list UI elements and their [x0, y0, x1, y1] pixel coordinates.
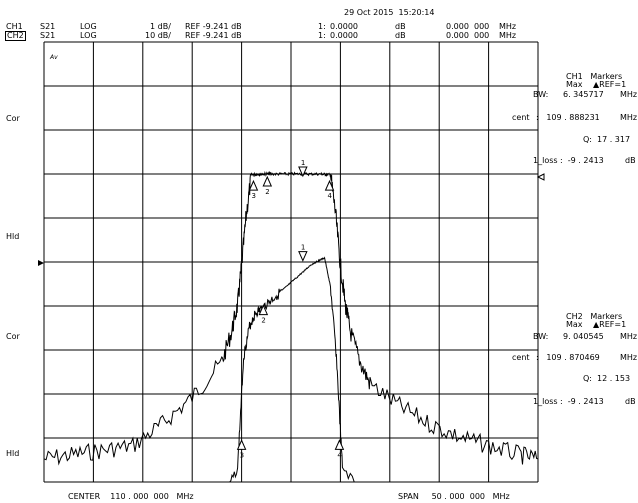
ch2-marker-num: 1:	[318, 31, 326, 40]
ch2-bw-value: 9. 040545	[563, 332, 604, 341]
ch2-markers-ref: ▲REF=1	[593, 320, 627, 329]
ch1-trace	[44, 256, 538, 483]
side-label-cor-1: Cor	[6, 114, 20, 123]
ch1-marker-value: 0.0000	[330, 22, 358, 31]
marker-2-ch2-label: 2	[265, 188, 269, 196]
marker-3-ch1-icon	[236, 439, 247, 450]
ch2-cent-unit: MHz	[620, 353, 638, 362]
ch2-scale: 10 dB/	[145, 31, 171, 40]
ch1-param: S21	[40, 22, 56, 31]
ch2-param: S21	[40, 31, 56, 40]
ch1-marker-freq: 0.000 000	[446, 22, 490, 31]
ch1-loss-unit: dB	[625, 156, 636, 165]
ch2-ref: REF -9.241 dB	[185, 31, 242, 40]
ch2-trace	[43, 170, 539, 466]
marker-1-ch2-label: 1	[301, 159, 305, 167]
ch2-bw-label: BW:	[533, 332, 549, 341]
averaging-label: Av	[50, 54, 58, 61]
ch1-markers-title: CH1 Markers	[566, 72, 623, 81]
ch2-q-label: Q:	[583, 374, 592, 383]
ch2-cent-label: cent	[512, 353, 530, 362]
ch2-freq-unit: MHz	[499, 31, 517, 40]
ch2-markers-mode: Max	[566, 320, 583, 329]
marker-4-ch2-icon	[324, 179, 335, 191]
ch1-cent-label: cent	[512, 113, 530, 122]
ch1-loss-value: : -9 . 2413	[560, 156, 604, 165]
marker-2-ch1-icon	[258, 304, 269, 316]
ch1-loss-label: 1_loss	[533, 156, 558, 165]
ch1-freq-unit: MHz	[499, 22, 517, 31]
ch1-marker-num: 1:	[318, 22, 326, 31]
marker-2-ch2: 2	[262, 175, 273, 196]
center-frequency: CENTER 110 . 000 000 MHz	[68, 492, 194, 501]
timestamp: 29 Oct 2015 15:20:14	[344, 8, 435, 17]
marker-1-ch1: 1	[298, 244, 308, 262]
marker-4-ch2: 4	[324, 179, 335, 200]
marker-3-ch1-label: 3	[240, 451, 244, 459]
marker-3-ch2-label: 3	[251, 192, 255, 200]
ch2-bw-unit: MHz	[620, 332, 638, 341]
marker-1-ch2-icon	[298, 166, 308, 178]
ch1-cent-unit: MHz	[620, 113, 638, 122]
ch1-cent-value: : 109 . 888231	[536, 113, 600, 122]
ch2-format: LOG	[80, 31, 97, 40]
ch2-label[interactable]: CH2	[5, 31, 26, 41]
marker-1-ch2: 1	[298, 159, 308, 178]
side-label-cor-2: Cor	[6, 332, 20, 341]
ch2-marker-unit: dB	[395, 31, 406, 40]
ch2-q-value: 12 . 153	[597, 374, 631, 383]
ch2-loss-value: : -9 . 2413	[560, 397, 604, 406]
ch1-markers-ref: ▲REF=1	[593, 80, 627, 89]
plot-grid	[43, 41, 539, 483]
ref-arrow-right-icon	[536, 173, 545, 181]
ch1-scale: 1 dB/	[150, 22, 171, 31]
ch2-loss-unit: dB	[625, 397, 636, 406]
ch2-marker-freq: 0.000 000	[446, 31, 490, 40]
ch1-q-value: 17 . 317	[597, 135, 631, 144]
side-label-hld-1: Hld	[6, 232, 20, 241]
ch1-bw-value: 6. 345717	[563, 90, 604, 99]
span-frequency: SPAN 50 . 000 000 MHz	[398, 492, 510, 501]
marker-4-ch1-icon	[334, 439, 345, 450]
ch2-loss-label: 1_loss	[533, 397, 558, 406]
marker-3-ch2-icon	[248, 179, 259, 191]
ch1-bw-label: BW:	[533, 90, 549, 99]
ch1-bw-unit: MHz	[620, 90, 638, 99]
ch2-markers-title: CH2 Markers	[566, 312, 623, 321]
ch1-label[interactable]: CH1	[6, 22, 23, 31]
side-label-hld-2: Hld	[6, 449, 20, 458]
ref-arrow-left-icon	[38, 260, 44, 266]
marker-2-ch1: 2	[258, 304, 269, 325]
ch1-ref: REF -9.241 dB	[185, 22, 242, 31]
ch1-marker-unit: dB	[395, 22, 406, 31]
marker-1-ch1-label: 1	[301, 244, 305, 252]
ch1-markers-mode: Max	[566, 80, 583, 89]
ch1-q-label: Q:	[583, 135, 592, 144]
marker-3-ch2: 3	[248, 179, 259, 200]
ch1-format: LOG	[80, 22, 97, 31]
marker-4-ch1-label: 4	[337, 451, 342, 459]
marker-2-ch1-label: 2	[261, 317, 265, 325]
marker-2-ch2-icon	[262, 175, 273, 187]
marker-4-ch1: 4	[334, 439, 345, 459]
marker-3-ch1: 3	[236, 439, 247, 459]
marker-4-ch2-label: 4	[328, 192, 333, 200]
ch2-marker-value: 0.0000	[330, 31, 358, 40]
ch2-cent-value: : 109 . 870469	[536, 353, 600, 362]
marker-1-ch1-icon	[298, 251, 308, 262]
